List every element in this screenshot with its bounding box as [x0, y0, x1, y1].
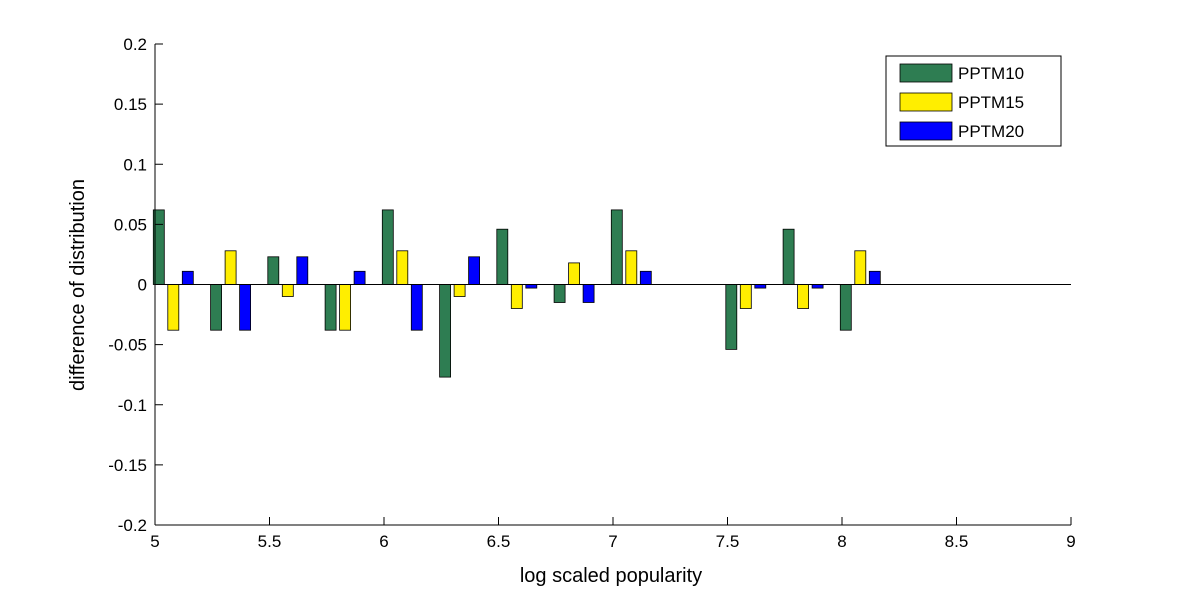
y-tick-label: 0.05 [114, 215, 147, 234]
x-tick-label: 8.5 [945, 532, 969, 551]
bar-pptm15-12 [854, 250, 867, 285]
y-tick-label: 0.2 [123, 35, 147, 54]
bar-pptm15-8 [625, 250, 638, 285]
bar-pptm10-6 [496, 228, 509, 285]
bar-pptm10-7 [553, 284, 566, 303]
bar-pptm20-7 [582, 284, 595, 303]
bar-pptm15-0 [167, 284, 180, 331]
bar-pptm15-6 [510, 284, 523, 309]
x-tick-label: 7 [608, 532, 617, 551]
y-tick-label: -0.05 [108, 336, 147, 355]
bar-pptm20-1 [239, 284, 252, 331]
bar-pptm10-2 [267, 256, 280, 285]
x-tick-label: 6 [379, 532, 388, 551]
legend-label-pptm15: PPTM15 [958, 93, 1024, 112]
bar-pptm10-4 [381, 209, 394, 285]
x-tick-label: 5 [150, 532, 159, 551]
bar-pptm15-7 [568, 262, 580, 285]
bar-pptm20-3 [353, 270, 366, 285]
bar-pptm20-0 [181, 270, 194, 285]
x-tick-label: 8 [837, 532, 846, 551]
bar-pptm20-11 [811, 284, 824, 289]
x-tick-label: 6.5 [487, 532, 511, 551]
y-tick-label: -0.15 [108, 456, 147, 475]
bar-pptm20-10 [754, 284, 767, 289]
legend-label-pptm20: PPTM20 [958, 122, 1024, 141]
bar-pptm20-6 [525, 284, 538, 289]
legend: PPTM10 PPTM15 PPTM20 [885, 55, 1062, 147]
bar-pptm20-5 [468, 256, 481, 285]
bar-pptm20-2 [296, 256, 309, 285]
bar-pptm10-12 [839, 284, 852, 331]
bar-pptm10-8 [610, 209, 623, 285]
x-axis-title: log scaled popularity [520, 565, 702, 587]
bar-pptm15-1 [224, 250, 237, 285]
legend-label-pptm10: PPTM10 [958, 64, 1024, 83]
bar-pptm20-4 [410, 284, 423, 331]
bar-pptm15-10 [739, 284, 752, 309]
y-tick-label: 0 [138, 276, 147, 295]
bar-pptm20-12 [868, 270, 881, 285]
axes-group: 5 5.5 6 6.5 7 7.5 8 8.5 9 -0.2 -0.15 -0.1 -0.05 0 0.05… [108, 35, 1075, 551]
y-axis-title: difference of distribution [67, 179, 89, 391]
bar-pptm15-5 [453, 284, 466, 297]
bar-pptm10-10 [725, 284, 738, 350]
x-tick-label: 7.5 [716, 532, 740, 551]
y-tick-label: 0.15 [114, 95, 147, 114]
legend-swatch-pptm20 [899, 121, 953, 141]
y-tick-label: -0.2 [118, 516, 147, 535]
x-tick-label: 9 [1066, 532, 1075, 551]
bar-pptm10-3 [324, 284, 337, 331]
bar-pptm10-1 [210, 284, 223, 331]
legend-swatch-pptm10 [899, 63, 953, 83]
bar-pptm15-3 [339, 284, 352, 331]
y-tick-label: 0.1 [123, 155, 147, 174]
legend-swatch-pptm15 [899, 92, 953, 112]
bar-pptm20-8 [639, 270, 652, 285]
bar-pptm15-2 [281, 284, 294, 297]
y-tick-label: -0.1 [118, 396, 147, 415]
x-tick-label: 5.5 [258, 532, 282, 551]
bar-pptm15-4 [396, 250, 409, 285]
bar-pptm10-5 [439, 284, 452, 378]
bar-pptm10-11 [782, 228, 795, 285]
bar-pptm15-11 [797, 284, 809, 309]
